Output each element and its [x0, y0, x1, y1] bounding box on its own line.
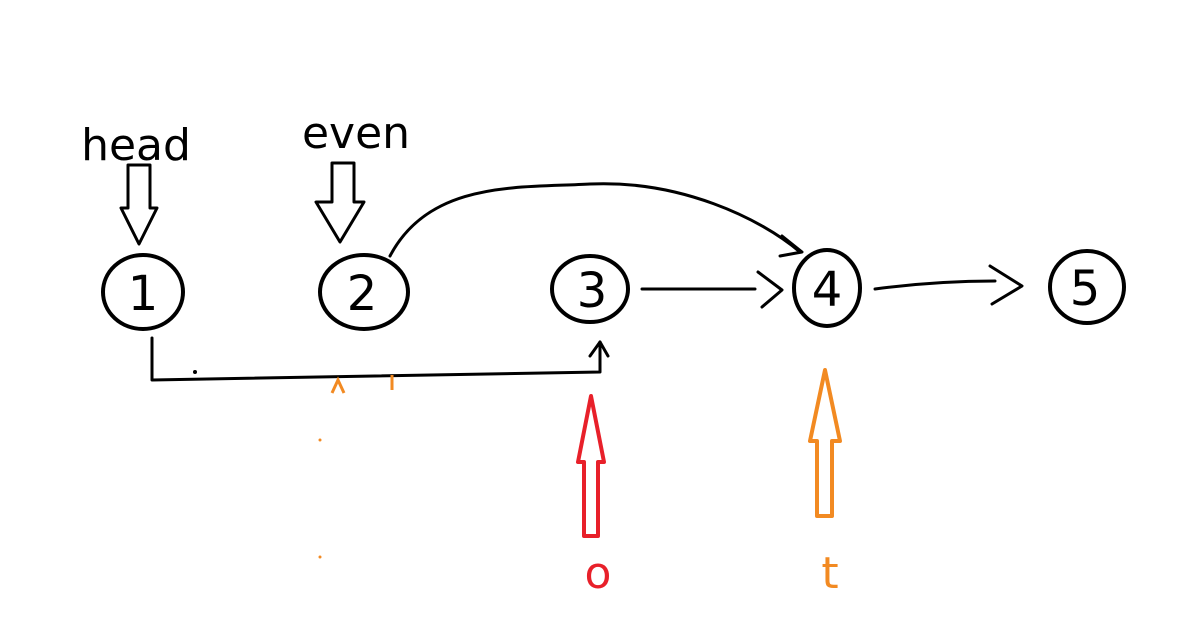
node-3-label: 3 — [577, 263, 608, 319]
node-1-label: 1 — [128, 266, 159, 322]
o-pointer-arrow — [576, 394, 606, 538]
even-pointer-label: even — [302, 108, 410, 159]
link-2-to-4 — [388, 182, 802, 258]
node-2: 2 — [318, 253, 410, 331]
node-4: 4 — [792, 248, 862, 328]
even-pointer-arrow — [314, 161, 366, 244]
faint-orange-mark — [330, 376, 346, 394]
link-3-to-4-arrowhead — [756, 270, 784, 309]
node-1: 1 — [101, 253, 185, 331]
faint-orange-dot — [318, 555, 322, 559]
link-4-to-5-arrowhead — [988, 264, 1024, 306]
t-pointer-arrow — [808, 368, 842, 518]
node-2-label: 2 — [347, 266, 378, 322]
head-pointer-arrow — [119, 163, 159, 246]
faint-orange-dot — [318, 438, 322, 442]
link-2-to-4-arrowhead — [778, 234, 804, 258]
head-pointer-label: head — [81, 120, 191, 171]
node-5-label: 5 — [1070, 261, 1101, 317]
node-5: 5 — [1048, 249, 1126, 325]
node-4-label: 4 — [812, 262, 843, 318]
t-pointer-label: t — [821, 548, 838, 599]
link-4-to-5 — [873, 279, 997, 291]
link-1-to-3-arrowhead — [588, 340, 610, 358]
link-1-to-3 — [150, 336, 602, 382]
o-pointer-label: o — [585, 548, 612, 599]
stray-dot — [193, 370, 197, 374]
node-3: 3 — [550, 254, 630, 324]
